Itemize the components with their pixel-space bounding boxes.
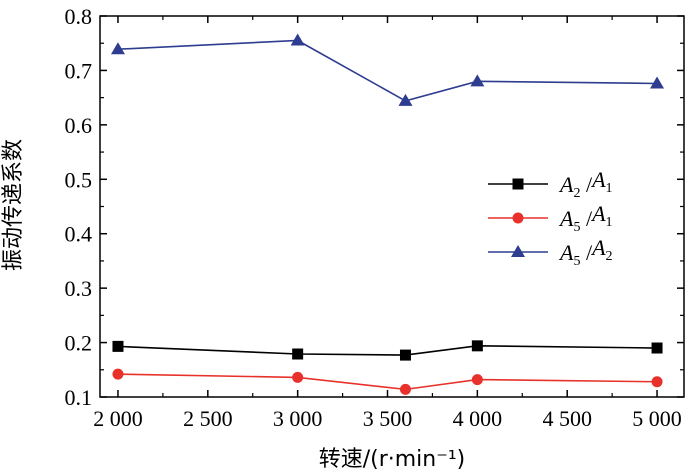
data-point (290, 33, 305, 46)
axes: 2 000 2 500 3 000 3 500 4 000 4 500 5 000 0.1 0.… (65, 4, 685, 431)
legend-entry: A5 /A1 (488, 201, 613, 235)
legend-label-part: 2 (606, 249, 613, 264)
legend-label-part: 5 (573, 254, 580, 269)
legend-swatch-marker (511, 245, 525, 257)
y-tick-label: 0.2 (65, 331, 93, 356)
legend-label-part: 5 (573, 220, 580, 235)
legend-swatch-marker (512, 212, 524, 224)
data-point (471, 340, 483, 352)
series-1 (112, 340, 663, 361)
series-3 (110, 33, 665, 106)
legend-label-part: / (580, 172, 593, 197)
series-layer (110, 33, 665, 395)
series-line (117, 345, 658, 356)
y-tick-label: 0.3 (65, 276, 93, 301)
x-tick-label: 2 500 (183, 406, 233, 431)
legend-label: A5 /A2 (558, 235, 613, 269)
x-tick-label: 5 000 (632, 406, 682, 431)
data-point (398, 93, 413, 106)
data-point (650, 76, 665, 89)
legend-label-part: 1 (606, 215, 613, 230)
data-point (292, 348, 304, 360)
legend-label-part: / (580, 206, 593, 231)
y-tick-label: 0.7 (65, 58, 93, 83)
legend-label-part: A (590, 235, 606, 260)
y-tick-label: 0.5 (65, 167, 93, 192)
x-axis-title: 转速/(r·min⁻¹) (319, 447, 466, 472)
x-tick-label: 3 500 (363, 406, 413, 431)
legend-label-part: / (580, 240, 593, 265)
series-line (117, 373, 658, 391)
series-line (117, 39, 658, 102)
data-point (399, 349, 411, 361)
legend-label-part: A (590, 167, 606, 192)
legend-label-part: A (558, 206, 574, 231)
x-tick-label: 3 000 (273, 406, 323, 431)
y-tick-label: 0.1 (65, 385, 93, 410)
data-point (110, 42, 125, 55)
data-point (292, 371, 304, 383)
series-2 (112, 368, 663, 395)
y-tick-label: 0.4 (65, 222, 93, 247)
legend-label-part: A (590, 201, 606, 226)
legend-label-part: 2 (573, 186, 580, 201)
x-tick-label: 4 500 (542, 406, 592, 431)
data-point (471, 374, 483, 386)
data-point (112, 368, 124, 380)
legend-label-part: 1 (606, 181, 613, 196)
legend-label: A5 /A1 (558, 201, 613, 235)
data-point (399, 383, 411, 395)
legend-label: A2 /A1 (558, 167, 613, 201)
data-point (470, 74, 485, 87)
legend-swatch-marker (512, 178, 524, 190)
y-axis-title: 振动传递系数 (1, 139, 26, 271)
legend-label-part: A (558, 172, 574, 197)
legend-entry: A2 /A1 (488, 167, 613, 201)
y-tick-label: 0.8 (65, 4, 93, 29)
y-tick-label: 0.6 (65, 113, 93, 138)
data-point (112, 340, 124, 352)
x-tick-label: 4 000 (453, 406, 503, 431)
x-tick-label: 2 000 (93, 406, 143, 431)
legend-entry: A5 /A2 (488, 235, 613, 269)
legend-label-part: A (558, 240, 574, 265)
data-point (651, 342, 663, 354)
data-point (651, 376, 663, 388)
